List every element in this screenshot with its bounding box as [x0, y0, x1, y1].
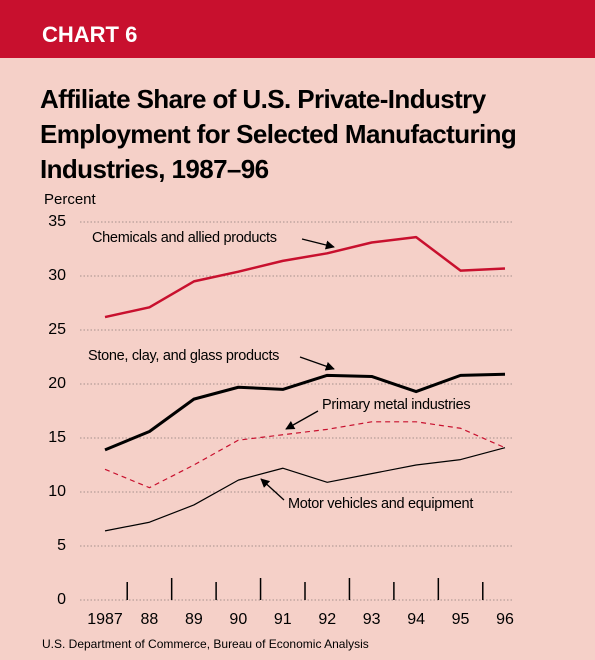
series-label: Chemicals and allied products: [92, 230, 277, 246]
x-tick-label: 95: [452, 611, 470, 628]
y-tick-label: 10: [48, 483, 66, 500]
series-label: Motor vehicles and equipment: [288, 496, 473, 512]
label-arrow: [301, 238, 335, 250]
x-tick-label: 92: [318, 611, 336, 628]
x-tick-label: 94: [407, 611, 425, 628]
source: U.S. Department of Commerce, Bureau of E…: [42, 637, 369, 651]
y-tick-label: 35: [48, 213, 66, 230]
label-arrow: [285, 410, 319, 430]
series-line: [104, 235, 506, 319]
y-tick-label: 5: [57, 537, 66, 554]
x-tick-label: 93: [363, 611, 381, 628]
y-tick-label: 25: [48, 321, 66, 338]
x-tick-label: 96: [496, 611, 514, 628]
x-tick-label: 90: [229, 611, 247, 628]
header: CHART 6: [42, 22, 137, 47]
y-tick-label: 20: [48, 375, 66, 392]
series-line: [104, 447, 506, 532]
x-tick-label: 89: [185, 611, 203, 628]
chart-title: Affiliate Share of U.S. Private-Industry…: [40, 84, 517, 184]
x-tick-label: 91: [274, 611, 292, 628]
series-line: [104, 421, 506, 489]
label-arrow: [299, 356, 335, 371]
x-tick-label: 88: [141, 611, 159, 628]
series-label: Primary metal industries: [322, 397, 470, 413]
y-axis-label: Percent: [44, 191, 97, 208]
series-line: [104, 372, 506, 452]
y-tick-label: 15: [48, 429, 66, 446]
series-label: Stone, clay, and glass products: [88, 348, 279, 364]
header-band: [0, 0, 595, 58]
y-tick-label: 0: [57, 591, 66, 608]
x-tick-label: 1987: [87, 611, 123, 628]
label-arrow: [260, 478, 285, 501]
y-tick-label: 30: [48, 267, 66, 284]
